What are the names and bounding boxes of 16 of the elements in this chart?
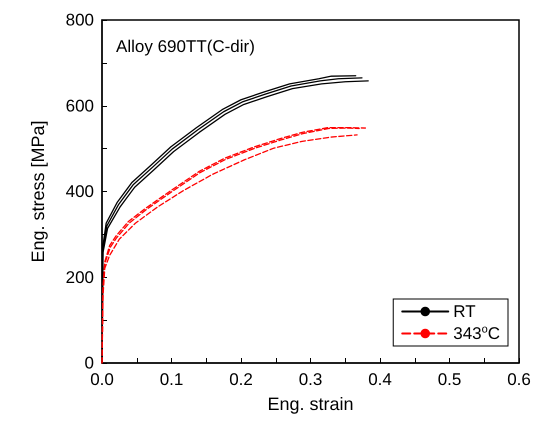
x-tick-label: 0.4	[368, 370, 392, 389]
x-axis-title: Eng. strain	[267, 394, 354, 414]
x-tick-label: 0.3	[298, 370, 322, 389]
x-tick-label: 0.6	[507, 370, 531, 389]
x-tick-label: 0.5	[438, 370, 462, 389]
annotation: Alloy 690TT(C-dir)	[116, 37, 255, 56]
x-tick-label: 0.1	[160, 370, 184, 389]
legend-label: RT	[453, 302, 476, 321]
y-tick-label: 0	[84, 354, 94, 372]
y-tick-label: 600	[66, 96, 94, 116]
y-tick-label: 800	[66, 10, 94, 30]
x-tick-label: 0.2	[229, 370, 253, 389]
y-tick-label: 200	[66, 268, 94, 287]
y-tick-label: 400	[66, 182, 94, 201]
y-axis-title: Eng. stress [MPa]	[28, 120, 48, 263]
x-tick-label: 0.0	[90, 370, 114, 389]
